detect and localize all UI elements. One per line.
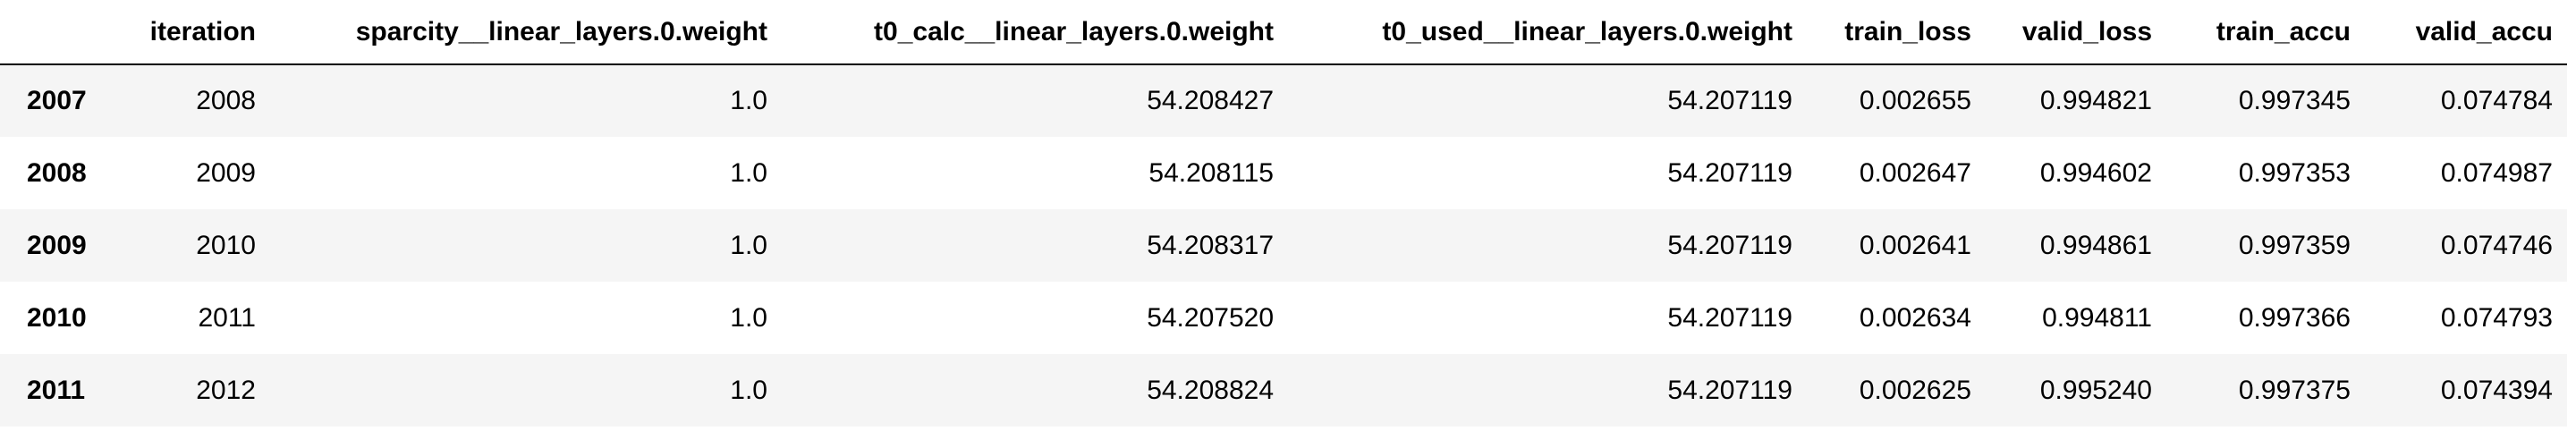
- table-row: 2010 2011 1.0 54.207520 54.207119 0.0026…: [0, 282, 2567, 354]
- cell-valid-accu: 0.074394: [2440, 375, 2553, 405]
- row-index: 2011: [27, 375, 86, 405]
- cell-t0-used: 54.207119: [1667, 230, 1792, 260]
- cell-train-accu: 0.997345: [2238, 86, 2351, 115]
- cell-t0-calc: 54.208317: [1147, 230, 1274, 260]
- cell-t0-calc: 54.208115: [1148, 157, 1274, 188]
- cell-t0-calc: 54.208427: [1147, 86, 1274, 115]
- cell-valid-loss: 0.994861: [2039, 230, 2152, 260]
- cell-train-loss: 0.002641: [1859, 230, 1971, 260]
- header-row: iteration sparcity__linear_layers.0.weig…: [0, 0, 2567, 65]
- cell-valid-loss: 0.994811: [2042, 302, 2152, 333]
- cell-valid-loss: 0.995240: [2039, 375, 2152, 405]
- cell-valid-accu: 0.074793: [2440, 302, 2553, 333]
- cell-sparcity: 1.0: [730, 86, 767, 115]
- cell-train-accu: 0.997353: [2238, 157, 2351, 188]
- cell-t0-used: 54.207119: [1667, 375, 1792, 405]
- cell-t0-calc: 54.208824: [1147, 375, 1274, 405]
- cell-iteration: 2010: [196, 230, 256, 260]
- table-row: 2009 2010 1.0 54.208317 54.207119 0.0026…: [0, 209, 2567, 282]
- column-header-t0-calc: t0_calc__linear_layers.0.weight: [782, 0, 1288, 65]
- row-index: 2010: [27, 302, 87, 333]
- cell-iteration: 2012: [196, 375, 256, 405]
- cell-iteration: 2008: [196, 86, 256, 115]
- cell-t0-used: 54.207119: [1667, 86, 1792, 115]
- table-row: 2007 2008 1.0 54.208427 54.207119 0.0026…: [0, 64, 2567, 137]
- cell-train-accu: 0.997359: [2238, 230, 2351, 260]
- cell-train-accu: 0.997375: [2238, 375, 2351, 405]
- cell-train-loss: 0.002625: [1859, 375, 1971, 405]
- cell-sparcity: 1.0: [730, 302, 767, 333]
- column-header-iteration: iteration: [114, 0, 270, 65]
- cell-iteration: 2011: [198, 302, 256, 333]
- column-header-t0-used: t0_used__linear_layers.0.weight: [1288, 0, 1807, 65]
- cell-sparcity: 1.0: [730, 230, 767, 260]
- table-row: 2008 2009 1.0 54.208115 54.207119 0.0026…: [0, 137, 2567, 209]
- cell-train-loss: 0.002634: [1859, 302, 1971, 333]
- cell-t0-used: 54.207119: [1667, 157, 1792, 188]
- cell-valid-loss: 0.994821: [2039, 86, 2152, 115]
- column-header-train-loss: train_loss: [1807, 0, 1986, 65]
- cell-sparcity: 1.0: [730, 157, 767, 188]
- cell-t0-calc: 54.207520: [1147, 302, 1274, 333]
- row-index: 2007: [27, 86, 87, 115]
- cell-train-accu: 0.997366: [2238, 302, 2351, 333]
- cell-train-loss: 0.002655: [1859, 86, 1971, 115]
- cell-valid-accu: 0.074784: [2440, 86, 2553, 115]
- cell-valid-accu: 0.074746: [2440, 230, 2553, 260]
- index-header: [0, 0, 114, 65]
- cell-sparcity: 1.0: [730, 375, 767, 405]
- cell-valid-loss: 0.994602: [2039, 157, 2152, 188]
- table-row: 2011 2012 1.0 54.208824 54.207119 0.0026…: [0, 354, 2567, 427]
- column-header-valid-loss: valid_loss: [1986, 0, 2166, 65]
- cell-t0-used: 54.207119: [1667, 302, 1792, 333]
- column-header-train-accu: train_accu: [2166, 0, 2365, 65]
- row-index: 2009: [27, 230, 87, 260]
- cell-iteration: 2009: [196, 157, 256, 188]
- column-header-sparcity: sparcity__linear_layers.0.weight: [270, 0, 782, 65]
- cell-train-loss: 0.002647: [1859, 157, 1971, 188]
- column-header-valid-accu: valid_accu: [2365, 0, 2567, 65]
- row-index: 2008: [27, 157, 87, 188]
- cell-valid-accu: 0.074987: [2440, 157, 2553, 188]
